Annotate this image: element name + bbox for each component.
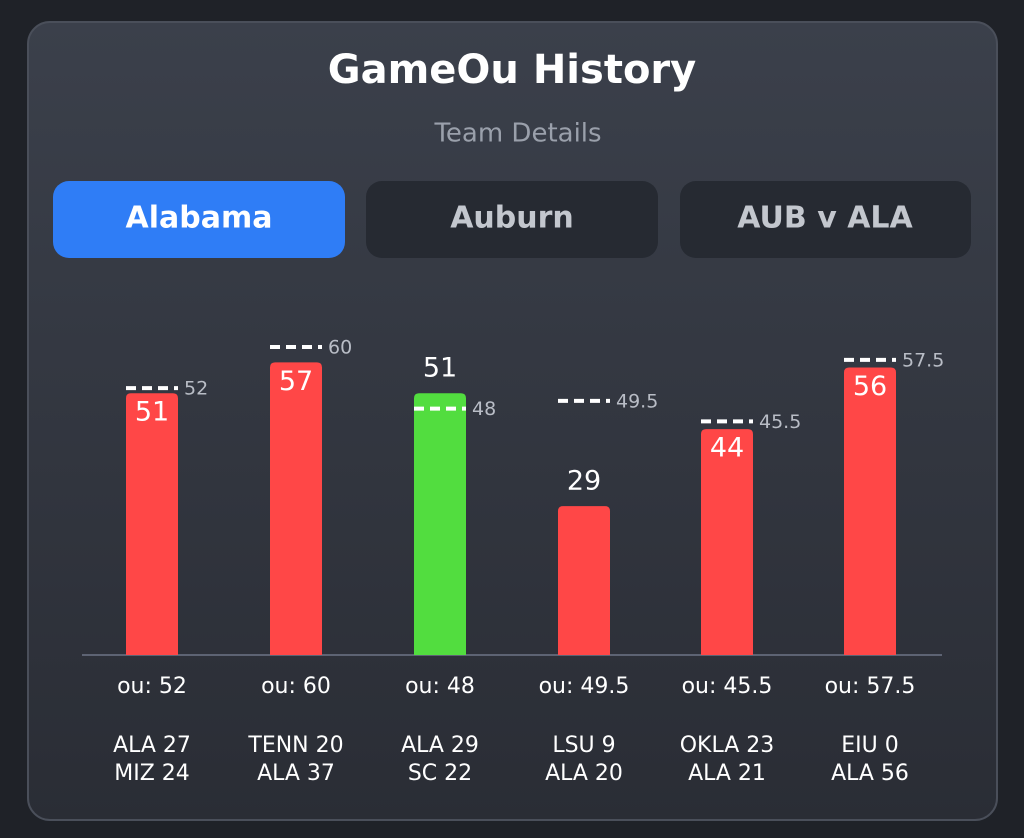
game-score: MIZ 24 xyxy=(114,761,190,786)
x-tick-label: ou: 52 xyxy=(117,674,187,699)
x-tick-label: ou: 57.5 xyxy=(825,674,916,699)
bar xyxy=(844,367,896,655)
bar xyxy=(414,393,466,655)
game-score: SC 22 xyxy=(408,761,472,786)
bar-value-label: 56 xyxy=(853,371,887,402)
bar xyxy=(558,506,610,655)
game-score: EIU 0 xyxy=(841,733,898,758)
tab-active[interactable] xyxy=(53,181,345,258)
game-score: TENN 20 xyxy=(247,733,343,758)
tab-label[interactable]: Alabama xyxy=(126,201,273,236)
x-tick-label: ou: 45.5 xyxy=(682,674,773,699)
game-score: ALA 56 xyxy=(831,761,909,786)
ou-line-label: 45.5 xyxy=(759,411,801,433)
bar xyxy=(701,429,753,655)
x-tick-label: ou: 49.5 xyxy=(539,674,630,699)
x-tick-label: ou: 48 xyxy=(405,674,475,699)
x-tick-label: ou: 60 xyxy=(261,674,331,699)
title: GameOu History xyxy=(328,47,696,93)
bar-value-label: 44 xyxy=(710,433,744,464)
game-score: ALA 21 xyxy=(688,761,766,786)
game-score: OKLA 23 xyxy=(680,733,775,758)
game-score: ALA 37 xyxy=(257,761,335,786)
subtitle: Team Details xyxy=(433,119,601,149)
game-score: ALA 27 xyxy=(113,733,191,758)
game-score: LSU 9 xyxy=(552,733,615,758)
ou-line-label: 48 xyxy=(472,398,496,420)
bar-value-label: 29 xyxy=(567,466,601,497)
bar-value-label: 57 xyxy=(279,366,313,397)
tab-label[interactable]: AUB v ALA xyxy=(737,201,913,236)
bar xyxy=(126,393,178,655)
ou-line-label: 52 xyxy=(184,378,208,400)
tab[interactable] xyxy=(366,181,658,258)
game-score: ALA 20 xyxy=(545,761,623,786)
ou-line-label: 60 xyxy=(328,337,352,359)
tab-label[interactable]: Auburn xyxy=(450,201,574,236)
game-score: ALA 29 xyxy=(401,733,479,758)
bar-value-label: 51 xyxy=(135,397,169,428)
bar xyxy=(270,362,322,655)
ou-line-label: 49.5 xyxy=(616,390,658,412)
tab[interactable] xyxy=(680,181,971,258)
bar-value-label: 51 xyxy=(423,353,457,384)
ou-line-label: 57.5 xyxy=(902,349,944,371)
